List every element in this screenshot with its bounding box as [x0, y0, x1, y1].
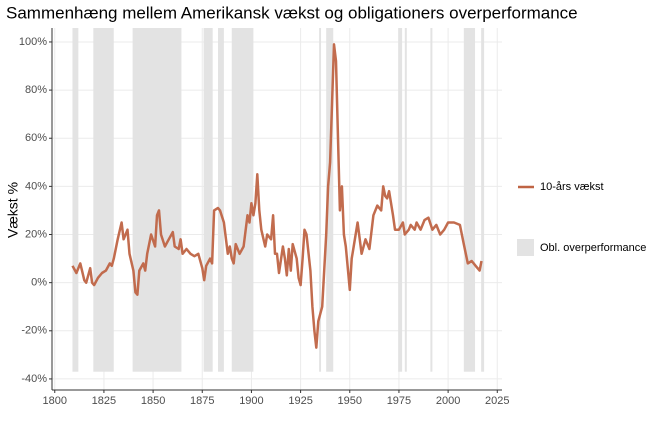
y-tick-label: 100% — [19, 36, 47, 48]
legend-label: Obl. overperformance — [540, 242, 646, 254]
overperformance-band — [72, 28, 79, 372]
series-line — [71, 43, 483, 349]
y-tick-label: -20% — [21, 325, 47, 337]
x-tick-label: 1875 — [190, 395, 214, 407]
legend-swatch — [517, 239, 534, 256]
y-tick-label: 60% — [25, 132, 47, 144]
x-tick-label: 1900 — [239, 395, 263, 407]
x-tick-label: 2000 — [436, 395, 460, 407]
overperformance-band — [93, 28, 114, 372]
x-tick-label: 1975 — [387, 395, 411, 407]
y-tick-label: -40% — [21, 373, 47, 385]
x-tick-label: 1850 — [141, 395, 165, 407]
y-tick-label: 20% — [25, 228, 47, 240]
overperformance-band — [231, 28, 254, 372]
x-tick-label: 1925 — [288, 395, 312, 407]
y-tick-label: 0% — [31, 277, 47, 289]
overperformance-band — [463, 28, 476, 372]
legend-label: 10-års vækst — [540, 181, 604, 193]
y-tick-label: 80% — [25, 84, 47, 96]
overperformance-band — [404, 28, 407, 372]
x-tick-label: 1825 — [92, 395, 116, 407]
overperformance-band — [217, 28, 224, 372]
y-axis-label: Vækst % — [5, 182, 21, 238]
overperformance-band — [203, 28, 213, 372]
x-tick-label: 2025 — [485, 395, 509, 407]
x-tick-label: 1950 — [338, 395, 362, 407]
overperformance-band — [430, 28, 433, 372]
overperformance-band — [481, 28, 485, 372]
overperformance-band — [319, 28, 322, 372]
plot-panel — [52, 28, 502, 390]
overperformance-band — [326, 28, 334, 372]
chart-title: Sammenhæng mellem Amerikansk vækst og ob… — [6, 3, 578, 22]
y-tick-label: 40% — [25, 180, 47, 192]
x-tick-label: 1800 — [43, 395, 67, 407]
overperformance-band — [398, 28, 403, 372]
overperformance-band — [132, 28, 182, 372]
